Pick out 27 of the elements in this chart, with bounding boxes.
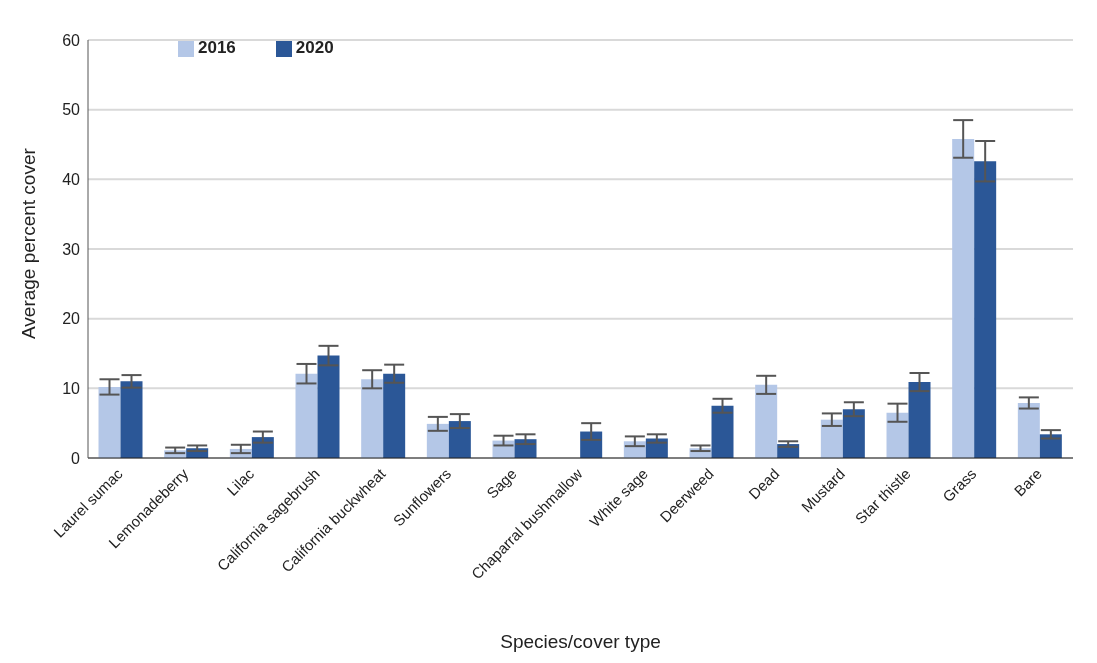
bar bbox=[361, 379, 384, 458]
legend-label: 2020 bbox=[295, 38, 334, 57]
bar bbox=[1017, 402, 1040, 458]
bar bbox=[120, 381, 143, 458]
y-tick-label: 0 bbox=[71, 449, 81, 467]
bar bbox=[711, 405, 734, 458]
y-tick-label: 30 bbox=[62, 240, 81, 258]
bar bbox=[886, 412, 909, 458]
bar bbox=[974, 161, 997, 458]
bar bbox=[755, 384, 778, 458]
y-tick-label: 20 bbox=[62, 310, 81, 328]
legend-label: 2016 bbox=[198, 38, 236, 57]
bar bbox=[908, 382, 931, 458]
bar bbox=[842, 409, 865, 458]
bar bbox=[383, 373, 406, 458]
bar bbox=[98, 386, 121, 458]
y-tick-label: 50 bbox=[62, 101, 81, 119]
bar bbox=[952, 138, 975, 458]
y-axis-title: Average percent cover bbox=[17, 147, 39, 339]
x-axis-title: Species/cover type bbox=[500, 631, 661, 652]
y-tick-label: 10 bbox=[62, 380, 81, 398]
bar bbox=[317, 355, 340, 458]
y-tick-label: 60 bbox=[62, 31, 81, 49]
bar bbox=[1039, 434, 1062, 458]
bar bbox=[295, 373, 318, 458]
bar bbox=[820, 419, 843, 458]
y-tick-label: 40 bbox=[62, 171, 81, 189]
